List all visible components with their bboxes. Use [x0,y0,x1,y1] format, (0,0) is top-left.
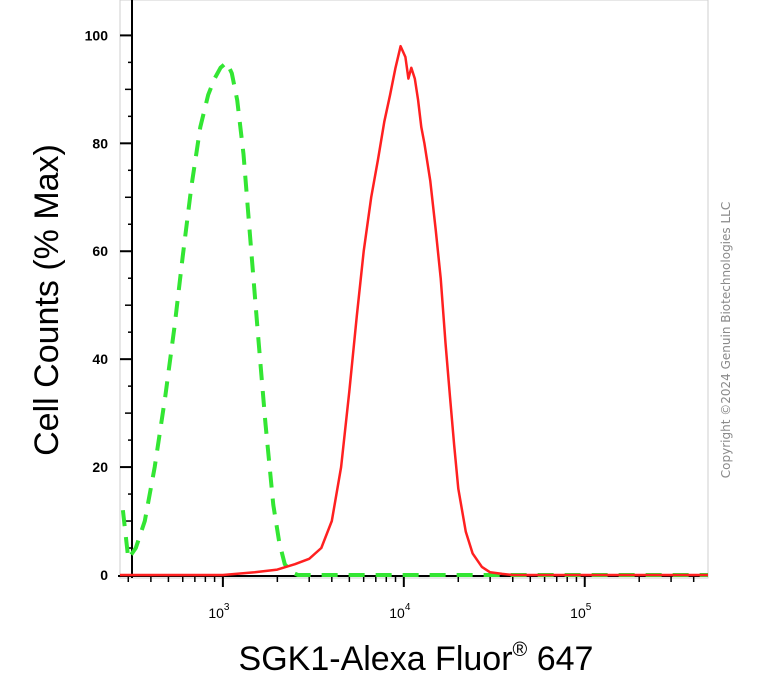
x-tick-label: 103 [208,602,230,621]
y-tick-label: 0 [100,567,108,583]
series-line-dashed-green [120,60,708,577]
x-tick-label: 105 [570,602,592,621]
x-axis-title-registered: ® [513,639,528,661]
y-tick-label: 100 [85,27,109,43]
series-line-solid-red [120,44,708,577]
x-tick-label: 104 [389,602,411,621]
plot-frame [119,0,709,579]
series-layer [120,44,708,577]
y-tick-label: 80 [92,135,108,151]
x-axis-title: SGK1-Alexa Fluor® 647 [239,639,594,678]
y-axis: 0 20 40 60 80 100 [85,0,133,583]
y-tick-label: 20 [92,459,108,475]
x-axis: 103 104 105 [118,575,708,621]
x-axis-title-main: SGK1-Alexa Fluor [239,640,513,678]
y-tick-label: 40 [92,351,108,367]
y-tick-label: 60 [92,243,108,259]
copyright-text: Copyright ©2024 Genuin Biotechnologies L… [719,202,733,478]
x-axis-title-suffix: 647 [527,640,593,678]
y-axis-title: Cell Counts (% Max) [28,144,66,456]
